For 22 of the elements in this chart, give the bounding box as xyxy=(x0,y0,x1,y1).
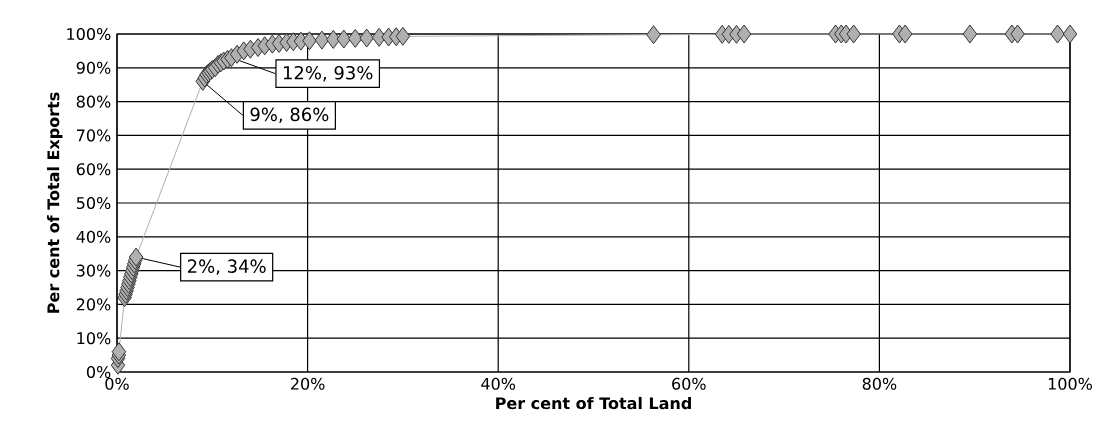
x-tick-label: 0% xyxy=(105,377,129,390)
y-tick-label: 60% xyxy=(76,163,111,176)
x-tick-label: 40% xyxy=(481,377,516,390)
annotation: 12%, 93% xyxy=(283,65,373,82)
y-tick-label: 0% xyxy=(86,365,111,379)
x-tick-label: 80% xyxy=(862,377,897,390)
x-tick-label: 100% xyxy=(1048,377,1092,390)
y-axis-title: Per cent of Total Exports xyxy=(47,92,63,313)
y-tick-label: 10% xyxy=(77,332,111,345)
x-tick-label: 20% xyxy=(290,377,325,390)
x-tick-label: 60% xyxy=(672,377,706,390)
y-tick-label: 30% xyxy=(76,264,111,277)
y-tick-label: 80% xyxy=(76,95,111,108)
y-tick-label: 40% xyxy=(76,230,111,243)
x-axis-title: Per cent of Total Land xyxy=(496,396,691,410)
annotation: 9%, 86% xyxy=(250,107,329,124)
y-tick-label: 100% xyxy=(67,27,111,41)
y-tick-label: 90% xyxy=(76,61,111,74)
y-tick-label: 70% xyxy=(77,129,111,142)
y-tick-label: 20% xyxy=(76,298,111,311)
y-tick-label: 50% xyxy=(76,196,111,210)
annotation: 2%, 34% xyxy=(187,259,266,275)
